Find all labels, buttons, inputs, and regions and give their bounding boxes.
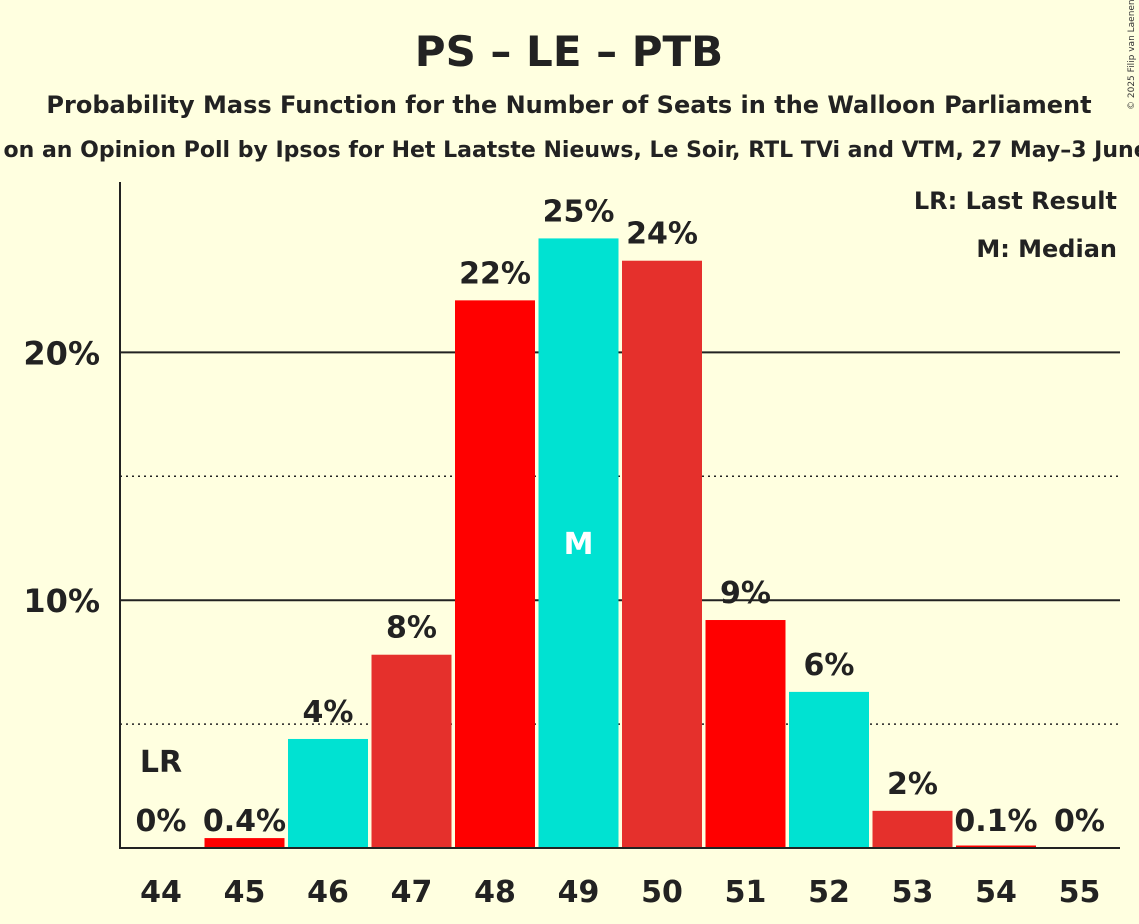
bar-label-55: 0% (1054, 804, 1105, 839)
bar-label-50: 24% (626, 217, 698, 252)
chart-source: Based on an Opinion Poll by Ipsos for He… (0, 138, 1139, 163)
bars (204, 238, 1036, 849)
chart-title: PS – LE – PTB (415, 27, 723, 76)
y-tick-label: 10% (23, 582, 100, 620)
x-tick-45: 45 (224, 875, 266, 910)
bar-label-46: 4% (303, 695, 354, 730)
gridlines (120, 351, 1120, 725)
x-tick-48: 48 (474, 875, 516, 910)
last-result-marker: LR (140, 745, 182, 780)
x-tick-46: 46 (307, 875, 349, 910)
bar-seat-53 (872, 810, 953, 848)
x-tick-54: 54 (975, 875, 1017, 910)
bar-label-53: 2% (887, 767, 938, 802)
bar-label-47: 8% (386, 611, 437, 646)
legend-median: M: Median (976, 235, 1117, 263)
x-tick-50: 50 (641, 875, 683, 910)
bar-labels: 0% LR 0.4% 4% 8% 22% 25% M 24% 9% 6% 2% 0.1% 0% (136, 194, 1105, 839)
bar-seat-51 (705, 620, 786, 848)
y-tick-label: 20% (23, 334, 100, 372)
bar-seat-47 (371, 654, 452, 848)
bar-seat-48 (455, 300, 535, 848)
x-axis-ticks: 44 45 46 47 48 49 50 51 52 53 54 55 (140, 875, 1100, 910)
bar-seat-52 (789, 691, 869, 848)
median-marker: M (564, 527, 594, 562)
bar-seat-49 (538, 238, 619, 849)
x-tick-47: 47 (391, 875, 433, 910)
x-tick-55: 55 (1059, 875, 1101, 910)
x-tick-44: 44 (140, 875, 182, 910)
bar-label-49: 25% (543, 194, 615, 229)
bar-seat-45 (204, 838, 285, 848)
copyright-note: © 2025 Filip van Laenen (1127, 0, 1137, 110)
x-tick-49: 49 (558, 875, 600, 910)
bar-label-48: 22% (459, 256, 531, 291)
legend-last-result: LR: Last Result (914, 187, 1117, 215)
bar-seat-46 (288, 738, 368, 848)
bar-label-51: 9% (720, 576, 771, 611)
bar-label-52: 6% (804, 648, 855, 683)
bar-label-54: 0.1% (954, 804, 1037, 839)
y-axis-ticks: 10% 20% (23, 334, 100, 620)
bar-seat-54 (956, 845, 1036, 848)
x-tick-51: 51 (725, 875, 767, 910)
chart-subtitle: Probability Mass Function for the Number… (46, 91, 1091, 119)
x-tick-52: 52 (808, 875, 850, 910)
bar-label-44: 0% (136, 804, 187, 839)
bar-label-45: 0.4% (203, 804, 286, 839)
x-tick-53: 53 (892, 875, 934, 910)
bar-seat-50 (622, 260, 702, 848)
